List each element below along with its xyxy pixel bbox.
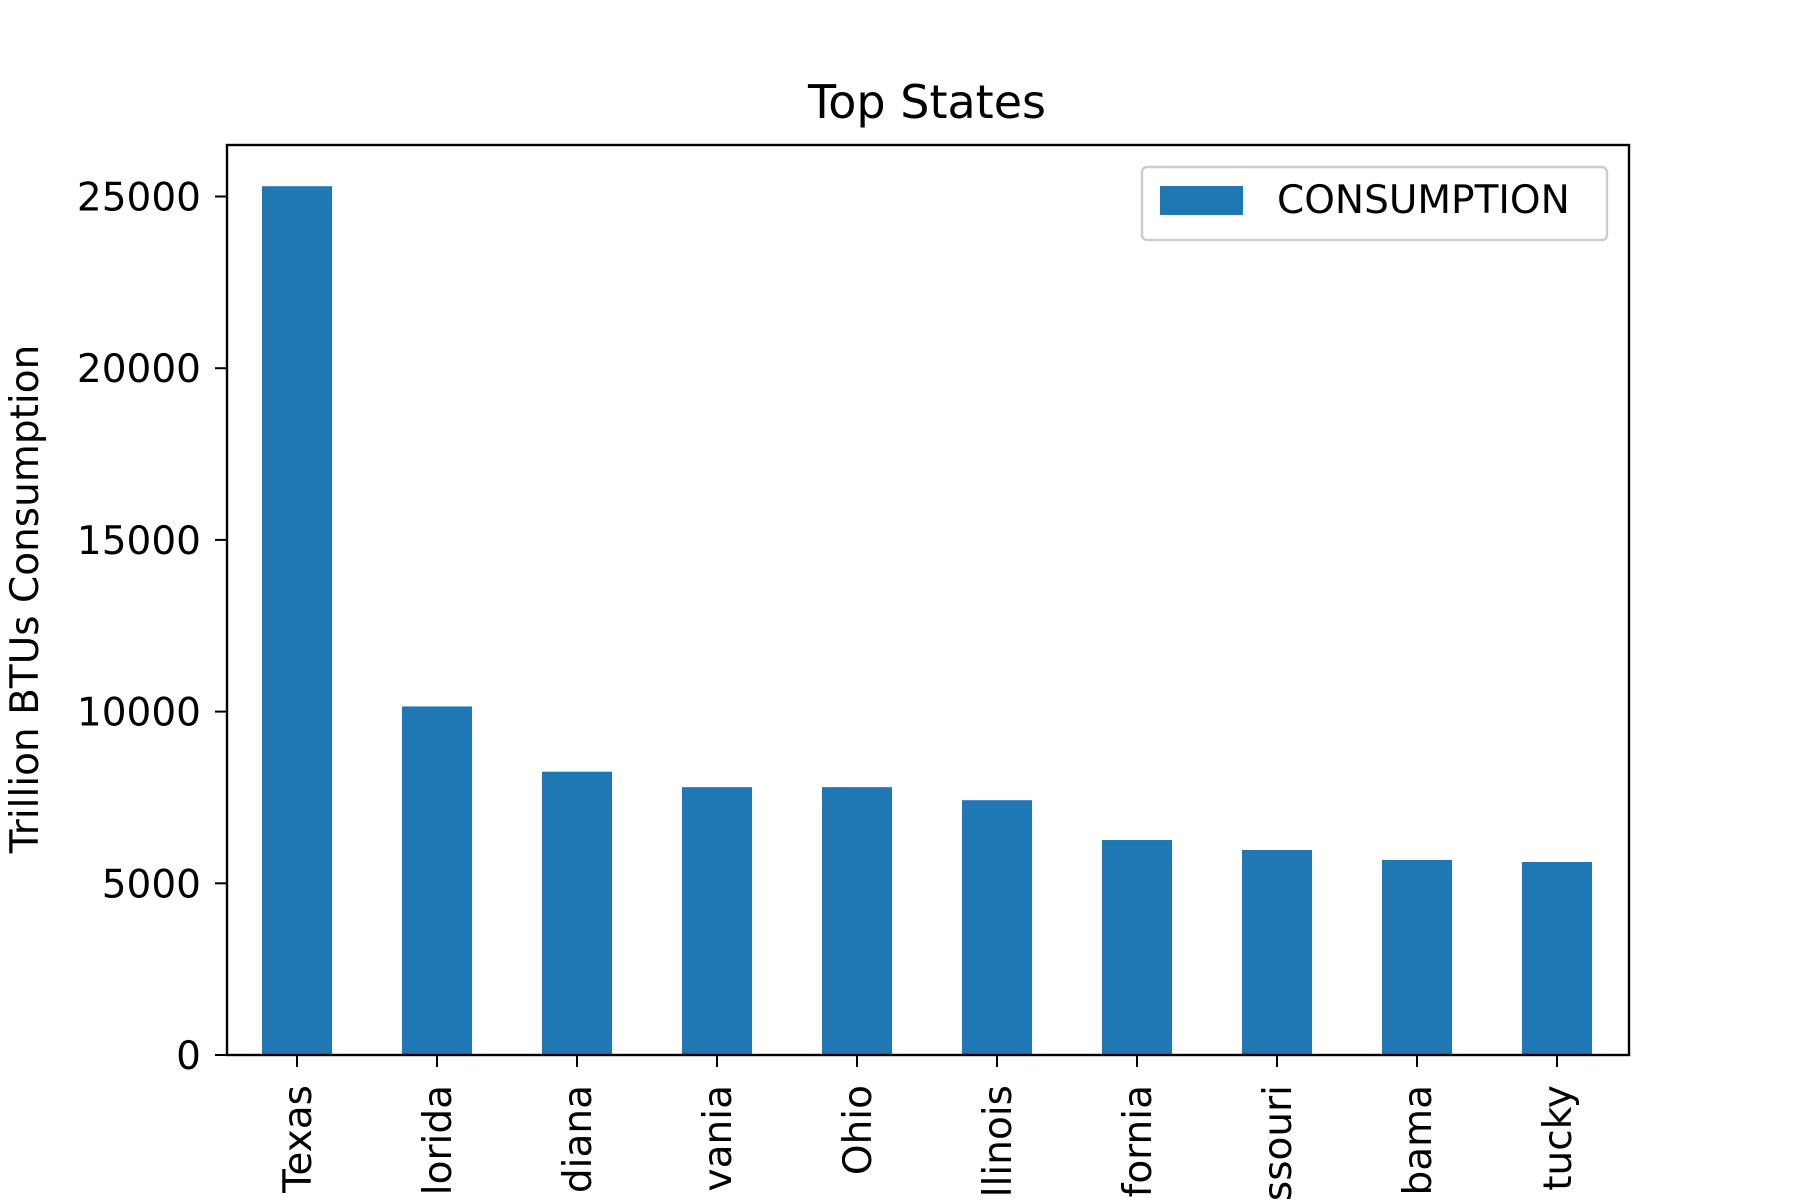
plot-frame: [225, 143, 1631, 1057]
y-tick-label: 10000: [77, 691, 201, 736]
y-axis-label: Trillion BTUs Consumption: [3, 345, 48, 855]
legend: CONSUMPTION: [1140, 165, 1609, 242]
x-tick-label: ssouri: [1256, 1085, 1301, 1200]
x-tick-label: tucky: [1536, 1085, 1581, 1191]
y-tick-label: 15000: [77, 519, 201, 564]
x-tick-label: llinois: [976, 1085, 1021, 1197]
bar-kentucky: [1522, 862, 1592, 1055]
bar-indiana: [542, 771, 612, 1055]
x-tick-label: Ohio: [836, 1085, 881, 1175]
bar-illinois: [962, 800, 1032, 1055]
y-tick-label: 5000: [102, 862, 201, 907]
bar-alabama: [1382, 859, 1452, 1055]
legend-box: [1140, 165, 1609, 242]
x-tick-label: bama: [1396, 1085, 1441, 1196]
x-tick-label: vania: [696, 1085, 741, 1191]
bar-florida: [402, 706, 472, 1055]
legend-label: CONSUMPTION: [1277, 178, 1570, 223]
x-tick-label: Texas: [276, 1085, 321, 1194]
x-tick-label: diana: [556, 1085, 601, 1193]
x-axis-ticks: Texas lorida diana vania Ohio llinois fornia ss…: [276, 1055, 1581, 1200]
legend-swatch: [1160, 186, 1243, 215]
bar-ohio: [822, 787, 892, 1055]
bar-california: [1102, 840, 1172, 1055]
y-tick-label: 0: [176, 1034, 201, 1079]
bar-texas: [262, 186, 332, 1056]
bars-group: [262, 186, 1592, 1056]
x-tick-label: lorida: [416, 1085, 461, 1195]
y-tick-label: 25000: [77, 176, 201, 221]
y-axis-ticks: 0 5000 10000 15000 20000 25000: [77, 176, 227, 1079]
chart-title: Top States: [807, 75, 1046, 129]
x-tick-label: fornia: [1116, 1085, 1161, 1197]
bar-pennsylvania: [682, 787, 752, 1055]
y-tick-label: 20000: [77, 347, 201, 392]
bar-missouri: [1242, 849, 1312, 1055]
